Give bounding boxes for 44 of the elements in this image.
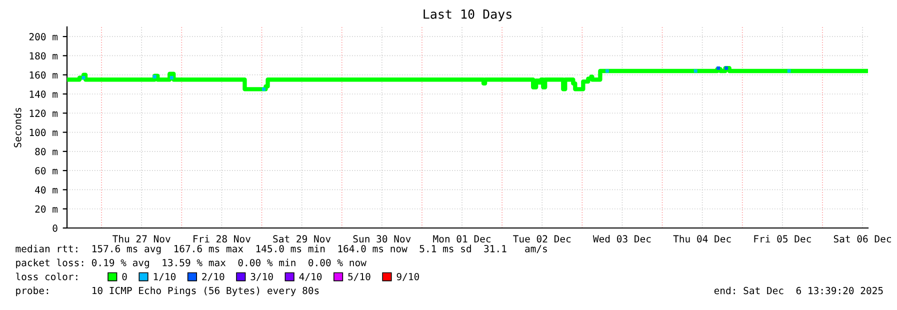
x-tick-label: Sat 06 Dec [834, 235, 891, 243]
x-tick-label: Fri 28 Nov [194, 235, 250, 243]
point [694, 69, 698, 73]
x-tick-label: Mon 01 Dec [433, 235, 490, 243]
text: median rtt: 157.6 ms avg 167.6 ms max 145.0 ms min 164.0 ms now 5.1 ms sd 31.1 am/s [16, 244, 547, 254]
y-tick-label: 100 m [30, 128, 58, 136]
legend-label: 3/10 [250, 272, 273, 282]
legend-title: loss color: [16, 272, 78, 280]
legend-label: 1/10 [154, 272, 176, 282]
legend-label: 4/10 [299, 272, 322, 282]
y-tick-label: 40 m [35, 186, 58, 194]
y-tick-label: 60 m [35, 167, 58, 174]
y-axis-title: Seconds [14, 108, 22, 148]
y-tick-label: 120 m [30, 110, 58, 117]
y-tick-label: 0 [52, 224, 58, 232]
text: probe: 10 ICMP Echo Pings (56 Bytes) every 80s [16, 286, 319, 296]
y-tick-label: 80 m [35, 148, 58, 156]
y-tick-label: 180 m [30, 52, 58, 60]
legend-label: 9/10 [396, 272, 419, 282]
text: packet loss: 0.19 % avg 13.59 % max 0.00 % min 0.00 % now [16, 258, 366, 268]
point [724, 66, 728, 70]
y-tick-label: 160 m [30, 71, 58, 79]
point [787, 69, 791, 73]
point [170, 76, 174, 80]
point [716, 66, 720, 70]
x-tick-label: Wed 03 Dec [592, 235, 651, 243]
point [605, 69, 609, 73]
y-tick-label: 20 m [35, 205, 58, 213]
y-tick-label: 140 m [30, 90, 58, 98]
x-tick-label: Tue 02 Dec [513, 235, 571, 243]
point [262, 87, 266, 91]
x-tick-label: Sun 30 Nov [353, 235, 411, 243]
y-tick-label: 200 m [29, 33, 58, 40]
x-tick-label: Thu 27 Nov [112, 235, 170, 243]
x-tick-label: Thu 04 Dec [673, 235, 731, 243]
point [82, 76, 86, 80]
point [152, 75, 156, 78]
legend-label: 0 [122, 272, 127, 280]
x-tick-label: Sat 29 Nov [273, 235, 331, 243]
legend-label: 2/10 [202, 272, 224, 282]
chart-title: Last 10 Days [424, 9, 512, 22]
x-tick-label: Fri 05 Dec [754, 235, 811, 243]
text: end: Sat Dec 6 13:39:20 2025 [714, 286, 883, 294]
legend-label: 5/10 [348, 272, 370, 282]
